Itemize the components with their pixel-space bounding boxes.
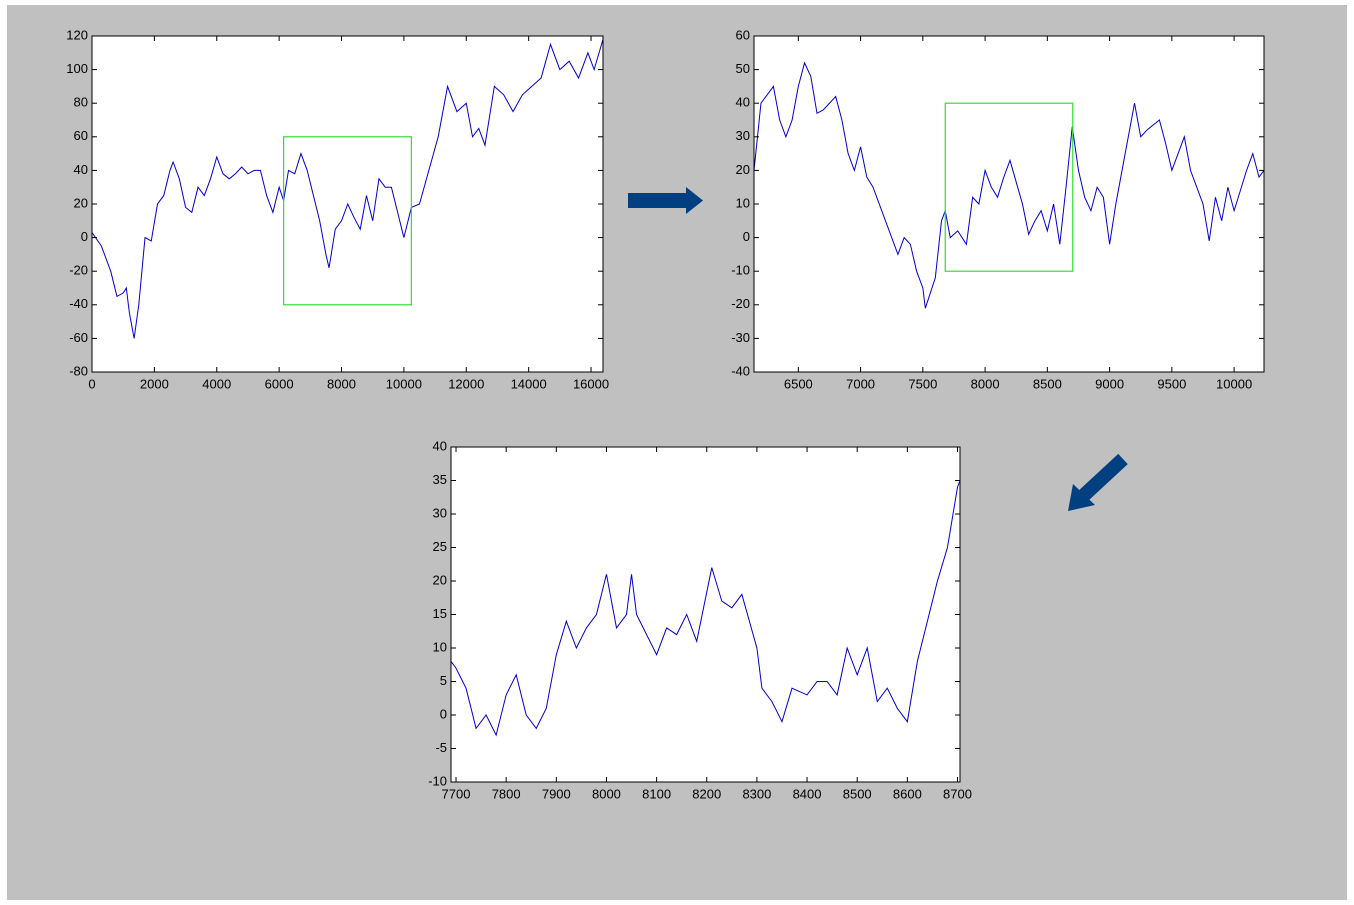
y-tick-label: -5: [435, 740, 447, 755]
x-tick-label: 0: [88, 376, 95, 391]
arrow-head: [686, 187, 703, 214]
y-tick-label: 60: [74, 128, 88, 143]
plot-content: [92, 39, 603, 339]
x-tick-label: 2000: [140, 376, 169, 391]
plot-content: [754, 61, 1264, 309]
data-line: [451, 480, 960, 737]
y-tick-label: 60: [736, 27, 750, 42]
arrow-head: [1068, 484, 1095, 511]
y-tick-label: 35: [433, 472, 447, 487]
y-tick-label: 20: [433, 572, 447, 587]
plot-content: [451, 480, 960, 737]
x-tick-label: 7900: [542, 786, 571, 801]
y-tick-label: 20: [736, 162, 750, 177]
y-tick-label: 0: [440, 706, 447, 721]
y-tick-label: -30: [731, 330, 750, 345]
arrow-shaft: [628, 193, 688, 208]
y-tick-label: 0: [743, 229, 750, 244]
x-tick-label: 8000: [327, 376, 356, 391]
x-tick-label: 8200: [692, 786, 721, 801]
y-tick-label: -10: [731, 263, 750, 278]
y-tick-label: -10: [428, 773, 447, 788]
y-tick-label: -40: [69, 296, 88, 311]
y-tick-label: 40: [433, 438, 447, 453]
x-tick-label: 7700: [442, 786, 471, 801]
axes: 6500 7000 7500 8000 8500 9000 9500 10000 -40 -30 -…: [731, 27, 1265, 391]
y-tick-label: -40: [731, 363, 750, 378]
plot-area: [451, 447, 960, 782]
x-tick-label: 7000: [846, 376, 875, 391]
y-tick-label: 10: [736, 195, 750, 210]
y-tick-label: 120: [66, 27, 88, 42]
x-tick-label: 12000: [448, 376, 484, 391]
x-tick-label: 8400: [793, 786, 822, 801]
x-tick-label: 4000: [202, 376, 231, 391]
y-tick-label: -80: [69, 363, 88, 378]
data-line: [92, 39, 603, 339]
x-tick-label: 14000: [511, 376, 547, 391]
x-tick-label: 8500: [843, 786, 872, 801]
zoom-arrow-down-left: [1068, 453, 1128, 511]
x-tick-label: 6500: [784, 376, 813, 391]
y-tick-label: 10: [433, 639, 447, 654]
x-tick-label: 8000: [592, 786, 621, 801]
y-tick-label: 15: [433, 606, 447, 621]
y-tick-label: 40: [736, 95, 750, 110]
x-tick-label: 7800: [492, 786, 521, 801]
x-tick-label: 16000: [573, 376, 609, 391]
zoom-arrow-right: [628, 187, 703, 214]
y-tick-label: 20: [74, 195, 88, 210]
x-tick-label: 8600: [893, 786, 922, 801]
arrow-shaft: [1077, 453, 1128, 503]
zoom-box: [283, 136, 412, 306]
x-tick-label: 8700: [943, 786, 972, 801]
x-tick-label: 10000: [1216, 376, 1252, 391]
x-tick-label: 8500: [1033, 376, 1062, 391]
y-tick-label: 50: [736, 61, 750, 76]
axes: 0 2000 4000 6000 8000 10000 12000 14000 16000 -80…: [66, 27, 609, 391]
y-tick-label: 5: [440, 673, 447, 688]
y-tick-label: 80: [74, 95, 88, 110]
x-tick-label: 8300: [742, 786, 771, 801]
x-tick-label: 7500: [908, 376, 937, 391]
y-tick-label: -20: [69, 263, 88, 278]
y-tick-label: -60: [69, 330, 88, 345]
y-tick-label: 40: [74, 162, 88, 177]
x-tick-label: 10000: [386, 376, 422, 391]
x-tick-label: 8000: [971, 376, 1000, 391]
y-tick-label: 0: [81, 229, 88, 244]
x-tick-label: 6000: [265, 376, 294, 391]
y-tick-label: 30: [433, 505, 447, 520]
plot-area: [754, 36, 1264, 372]
axes: 7700 7800 7900 8000 8100 8200 8300 8400 8500 8600…: [428, 438, 972, 801]
x-tick-label: 8100: [642, 786, 671, 801]
zoom-box: [944, 102, 1074, 272]
y-tick-label: 25: [433, 539, 447, 554]
y-tick-label: -20: [731, 296, 750, 311]
y-tick-label: 100: [66, 61, 88, 76]
x-tick-label: 9000: [1095, 376, 1124, 391]
data-line: [754, 61, 1264, 309]
y-tick-label: 30: [736, 128, 750, 143]
x-tick-label: 9500: [1157, 376, 1186, 391]
